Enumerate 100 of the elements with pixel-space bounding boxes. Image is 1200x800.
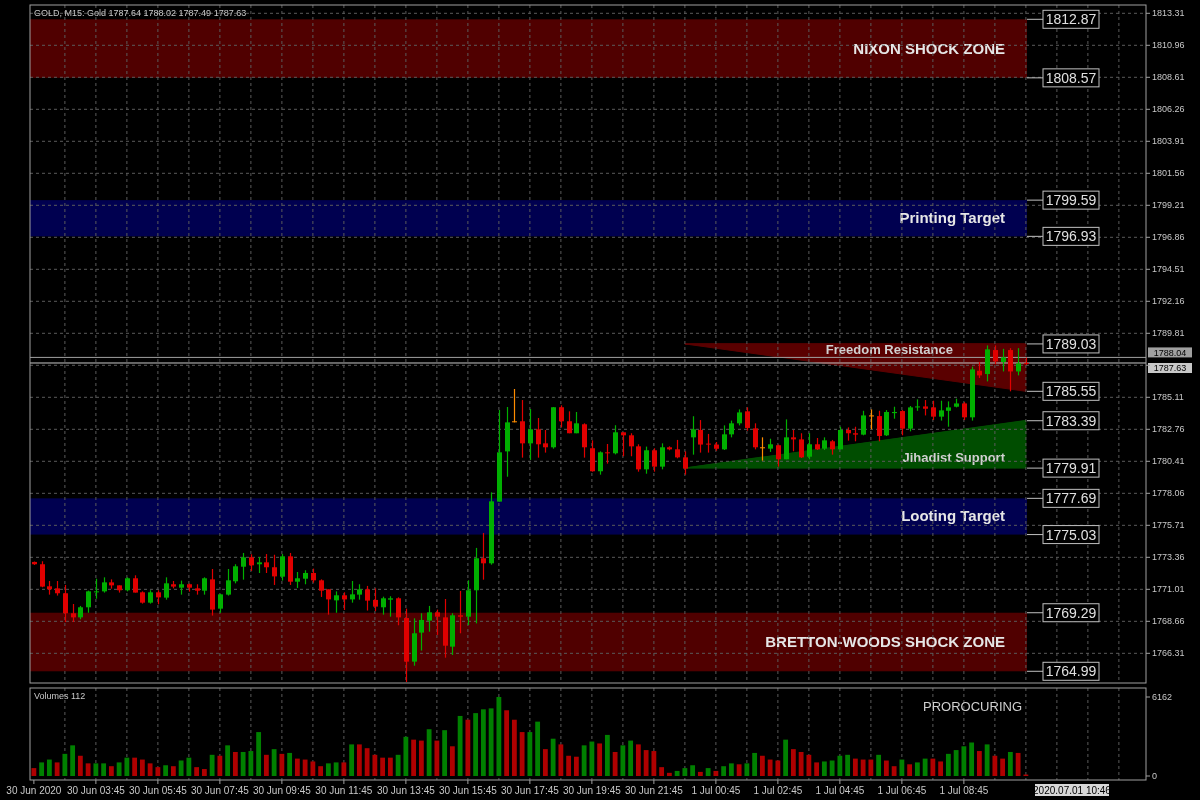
- bar: [845, 754, 851, 776]
- bar: [1015, 752, 1021, 776]
- y-tick-label: 1808.61: [1152, 72, 1185, 83]
- y-tick-label: 1803.91: [1152, 136, 1185, 147]
- bar: [434, 740, 440, 776]
- ref-line-label: 1783.39: [1045, 412, 1097, 429]
- bar: [217, 755, 223, 776]
- bar: [783, 739, 789, 776]
- y-tick-label: 1775.71: [1152, 520, 1185, 531]
- bar: [263, 754, 269, 776]
- y-tick-label: 1771.01: [1152, 584, 1185, 595]
- bar: [186, 757, 192, 776]
- ref-line-label: 1799.59: [1045, 192, 1097, 209]
- y-tick-label: 1785.11: [1152, 392, 1184, 403]
- bar: [589, 741, 595, 776]
- bar: [54, 762, 60, 776]
- bar: [907, 764, 913, 776]
- bar: [70, 745, 76, 776]
- bar: [705, 768, 711, 776]
- bar: [736, 764, 742, 776]
- bar: [899, 759, 905, 776]
- x-tick-label: 30 Jun 13:45: [376, 785, 436, 796]
- y-tick-label: 1796.86: [1152, 232, 1185, 243]
- bar: [744, 763, 750, 776]
- bar: [380, 757, 386, 776]
- bar: [139, 759, 145, 776]
- bar: [248, 751, 254, 776]
- bar: [426, 729, 432, 776]
- bar: [170, 766, 176, 776]
- bar: [612, 751, 618, 776]
- bar: [480, 709, 486, 776]
- bar: [628, 740, 634, 776]
- bar: [93, 763, 99, 776]
- y-tick-label: 6162: [1152, 692, 1173, 702]
- bar: [721, 766, 727, 776]
- ref-line-label: 1785.55: [1045, 383, 1097, 400]
- bar: [914, 762, 920, 776]
- bar: [318, 766, 324, 776]
- bar: [1000, 758, 1006, 776]
- bar: [1007, 751, 1013, 776]
- ref-line-label: 1808.57: [1045, 69, 1097, 86]
- y-tick-label: 1810.96: [1152, 40, 1185, 51]
- bar: [868, 759, 874, 776]
- bar: [860, 759, 866, 776]
- candlestick: [946, 400, 951, 428]
- bar: [449, 746, 455, 776]
- y-tick-label: 1773.36: [1152, 552, 1185, 563]
- bar: [798, 751, 804, 776]
- bar: [256, 732, 262, 776]
- bar: [116, 762, 122, 776]
- ref-line-label: 1775.03: [1045, 526, 1097, 543]
- bar: [473, 713, 479, 776]
- chart-title: Volumes 112: [34, 691, 86, 701]
- bar: [643, 750, 649, 776]
- band-label: Printing Target: [899, 209, 1005, 227]
- bar: [527, 732, 533, 776]
- bar: [387, 757, 393, 776]
- bar: [814, 762, 820, 776]
- bar: [101, 763, 107, 776]
- ref-line-label: 1777.69: [1045, 490, 1097, 507]
- bar: [77, 755, 83, 776]
- bar: [604, 734, 610, 776]
- bar: [364, 748, 370, 776]
- bar: [302, 759, 308, 776]
- bar: [713, 770, 719, 776]
- x-tick-label: 30 Jun 09:45: [252, 785, 312, 796]
- band-label: NIXON SHOCK ZONE: [853, 39, 1005, 57]
- bar: [728, 763, 734, 776]
- bar: [945, 753, 951, 776]
- x-tick-label: 30 Jun 05:45: [128, 785, 188, 796]
- bar: [682, 768, 688, 776]
- chart-title: GOLD, M15: Gold 1787.64 1788.02 1787.49 1787.63: [34, 8, 247, 18]
- bar: [821, 761, 827, 776]
- bar: [325, 763, 331, 776]
- y-tick-label: 1813.31: [1152, 8, 1185, 19]
- bar: [341, 762, 347, 776]
- bar: [837, 755, 843, 776]
- bar: [201, 769, 207, 776]
- y-tick-label: 0: [1152, 771, 1158, 781]
- bar: [271, 749, 277, 776]
- bar: [666, 772, 672, 776]
- bar: [395, 754, 401, 776]
- bar: [465, 719, 471, 776]
- ref-line-label: 1812.87: [1045, 11, 1097, 28]
- bar: [852, 758, 858, 776]
- bar: [992, 755, 998, 776]
- bar: [457, 715, 463, 776]
- annotation: PROROCURING: [923, 699, 1022, 714]
- bar: [46, 759, 52, 776]
- bar: [194, 767, 200, 776]
- candlestick: [939, 400, 944, 422]
- bar: [496, 697, 502, 776]
- band-label: BRETTON-WOODS SHOCK ZONE: [765, 633, 1005, 651]
- bar: [883, 760, 889, 776]
- band-label: Looting Target: [901, 507, 1005, 525]
- bar: [659, 767, 665, 776]
- y-tick-label: 1768.66: [1152, 616, 1185, 627]
- bar: [132, 757, 138, 776]
- ref-line-label: 1769.29: [1045, 604, 1097, 621]
- bar: [372, 754, 378, 776]
